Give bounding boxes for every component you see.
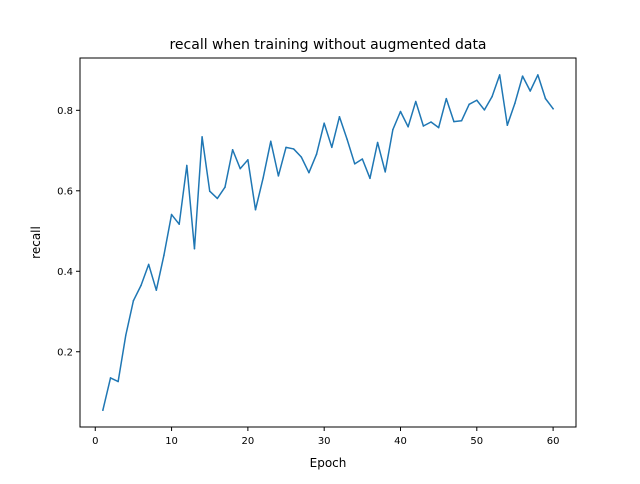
- x-axis: 0 10 20 30 40 50 60: [92, 427, 559, 447]
- data-point: [437, 126, 440, 129]
- data-point: [140, 284, 142, 287]
- data-point: [109, 377, 112, 379]
- data-point: [460, 120, 463, 122]
- data-point: [308, 171, 310, 174]
- data-point: [346, 138, 348, 141]
- data-point: [147, 263, 150, 266]
- data-point: [193, 247, 196, 250]
- data-point: [514, 102, 516, 104]
- plot-area-frame: [79, 57, 577, 428]
- data-point: [132, 299, 135, 302]
- data-point: [254, 208, 257, 211]
- data-point: [262, 177, 264, 179]
- x-tick-label: 50: [470, 436, 483, 447]
- x-tick-label: 40: [394, 436, 407, 447]
- x-tick-label: 60: [547, 436, 560, 447]
- data-point: [178, 223, 180, 225]
- data-point: [170, 213, 173, 216]
- data-point: [361, 158, 364, 160]
- data-point: [224, 186, 226, 188]
- y-tick-label: 0.6: [57, 186, 73, 197]
- data-point: [498, 74, 501, 76]
- data-point: [476, 99, 478, 102]
- data-point: [430, 121, 432, 123]
- chart-title: recall when training without augmented d…: [169, 37, 486, 53]
- data-point: [117, 380, 119, 383]
- data-point: [552, 107, 554, 110]
- data-point: [277, 175, 280, 177]
- x-tick-label: 20: [242, 436, 255, 447]
- x-axis-label: Epoch: [310, 456, 347, 470]
- data-point: [102, 409, 104, 411]
- x-tick-label: 0: [92, 436, 98, 447]
- data-point: [353, 163, 356, 165]
- data-point: [315, 153, 318, 155]
- data-point: [285, 146, 287, 149]
- data-point: [376, 141, 379, 144]
- data-point: [544, 97, 547, 100]
- recall-series-line: [101, 74, 555, 412]
- data-point: [491, 95, 493, 98]
- data-point: [521, 75, 524, 77]
- data-point: [239, 167, 241, 170]
- data-point: [125, 334, 127, 337]
- data-point: [384, 171, 386, 173]
- data-point: [392, 128, 394, 131]
- data-point: [292, 148, 295, 150]
- data-point: [300, 156, 303, 158]
- data-point: [453, 120, 455, 123]
- data-point: [155, 289, 158, 291]
- series-points: [102, 74, 554, 411]
- data-point: [208, 190, 211, 192]
- data-point: [415, 100, 417, 103]
- data-point: [270, 140, 272, 143]
- x-tick-label: 30: [318, 436, 331, 447]
- data-point: [201, 136, 203, 138]
- y-tick-label: 0.4: [57, 267, 73, 278]
- data-point: [247, 159, 249, 161]
- x-tick-label: 10: [165, 436, 178, 447]
- data-point: [338, 116, 341, 118]
- data-point: [506, 124, 509, 126]
- data-point: [231, 148, 234, 151]
- data-point: [407, 126, 409, 128]
- y-tick-label: 0.2: [57, 347, 73, 358]
- data-point: [445, 97, 448, 100]
- data-point: [537, 74, 539, 76]
- data-point: [331, 146, 333, 149]
- data-point: [163, 254, 165, 256]
- data-point: [323, 122, 325, 124]
- y-axis-label: recall: [29, 226, 43, 259]
- data-point: [422, 125, 425, 127]
- data-point: [468, 103, 470, 106]
- data-point: [186, 164, 188, 167]
- data-point: [529, 90, 531, 92]
- data-point: [399, 110, 402, 113]
- data-point: [369, 177, 371, 180]
- y-axis: 0.2 0.4 0.6 0.8: [57, 106, 80, 358]
- data-point: [216, 197, 219, 200]
- data-point: [483, 109, 486, 111]
- y-tick-label: 0.8: [57, 106, 73, 117]
